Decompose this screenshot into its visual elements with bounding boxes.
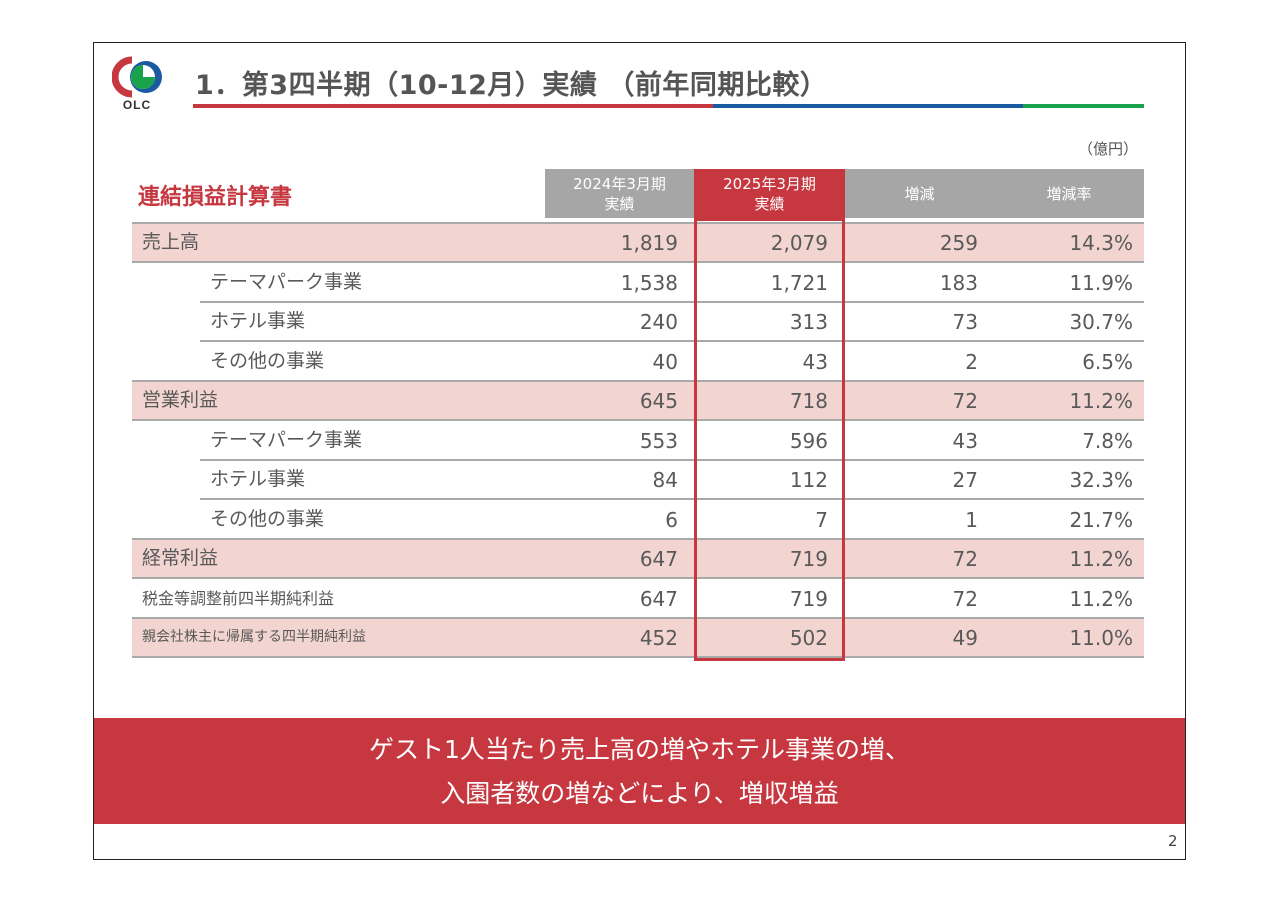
table-row-op-other: その他の事業 6 7 1 21.7% xyxy=(132,501,1144,540)
table-row-op-themepark: テーマパーク事業 553 596 43 7.8% xyxy=(200,422,1144,461)
cell-rate: 21.7% xyxy=(1069,508,1133,532)
row-label: その他の事業 xyxy=(210,508,325,530)
cell-diff: 2 xyxy=(965,350,978,374)
title-underline-blue xyxy=(713,104,1023,108)
cell-curr: 719 xyxy=(789,547,828,571)
cell-diff: 72 xyxy=(952,389,978,413)
cell-rate: 14.3% xyxy=(1069,231,1133,255)
banner-line-2: 入園者数の増などにより、増収増益 xyxy=(440,779,839,808)
table-row-sales-themepark: テーマパーク事業 1,538 1,721 183 11.9% xyxy=(200,264,1144,303)
section-title: 連結損益計算書 xyxy=(138,185,293,210)
cell-diff: 72 xyxy=(952,587,978,611)
cell-prev: 1,819 xyxy=(620,231,678,255)
header-rate: 増減率 xyxy=(994,169,1144,218)
row-label: 税金等調整前四半期純利益 xyxy=(142,589,335,608)
cell-prev: 1,538 xyxy=(620,271,678,295)
olc-logo-icon xyxy=(112,56,162,98)
unit-label: （億円） xyxy=(1078,140,1139,158)
row-label: テーマパーク事業 xyxy=(210,271,363,293)
cell-diff: 49 xyxy=(952,626,978,650)
cell-rate: 30.7% xyxy=(1069,310,1133,334)
cell-curr: 718 xyxy=(789,389,828,413)
cell-prev: 84 xyxy=(652,468,678,492)
cell-rate: 11.2% xyxy=(1069,587,1133,611)
row-label: その他の事業 xyxy=(210,350,325,372)
table-row-op-hotel: ホテル事業 84 112 27 32.3% xyxy=(200,461,1144,500)
cell-curr: 43 xyxy=(802,350,828,374)
cell-prev: 645 xyxy=(639,389,678,413)
cell-diff: 27 xyxy=(952,468,978,492)
row-label: ホテル事業 xyxy=(210,468,306,490)
cell-prev: 553 xyxy=(639,429,678,453)
table-row-operating-income: 営業利益 645 718 72 11.2% xyxy=(132,382,1144,421)
cell-diff: 183 xyxy=(939,271,978,295)
table-row-pretax-income: 税金等調整前四半期純利益 647 719 72 11.2% xyxy=(132,580,1144,619)
title-underline-green xyxy=(1023,104,1144,108)
header-rate-label: 増減率 xyxy=(1046,184,1092,203)
row-label: 経常利益 xyxy=(142,547,219,569)
cell-rate: 11.2% xyxy=(1069,389,1133,413)
cell-diff: 73 xyxy=(952,310,978,334)
cell-rate: 11.2% xyxy=(1069,547,1133,571)
cell-curr: 313 xyxy=(789,310,828,334)
table-row-ordinary-income: 経常利益 647 719 72 11.2% xyxy=(132,540,1144,579)
olc-logo xyxy=(112,56,168,116)
table-row-sales-other: その他の事業 40 43 2 6.5% xyxy=(132,343,1144,382)
cell-curr: 719 xyxy=(789,587,828,611)
row-label: 営業利益 xyxy=(142,389,219,411)
cell-curr: 2,079 xyxy=(770,231,828,255)
header-curr-year-line2: 実績 xyxy=(754,194,785,213)
header-diff: 増減 xyxy=(845,169,994,218)
logo-text: OLC xyxy=(122,98,152,112)
cell-curr: 1,721 xyxy=(770,271,828,295)
cell-curr: 112 xyxy=(789,468,828,492)
table-top-rule xyxy=(132,222,1144,224)
cell-rate: 32.3% xyxy=(1069,468,1133,492)
cell-prev: 240 xyxy=(639,310,678,334)
cell-curr: 7 xyxy=(815,508,828,532)
page-number: 2 xyxy=(1168,832,1178,850)
cell-rate: 6.5% xyxy=(1082,350,1133,374)
header-diff-label: 増減 xyxy=(904,184,935,203)
row-label: ホテル事業 xyxy=(210,310,306,332)
cell-diff: 43 xyxy=(952,429,978,453)
row-label: 親会社株主に帰属する四半期純利益 xyxy=(142,629,366,645)
cell-rate: 11.9% xyxy=(1069,271,1133,295)
table-row-sales: 売上高 1,819 2,079 259 14.3% xyxy=(132,224,1144,263)
header-prev-year-line1: 2024年3月期 xyxy=(573,174,666,193)
cell-prev: 452 xyxy=(639,626,678,650)
header-curr-year-line1: 2025年3月期 xyxy=(723,174,816,193)
cell-prev: 647 xyxy=(639,547,678,571)
header-prev-year: 2024年3月期 実績 xyxy=(545,169,694,218)
row-label: 売上高 xyxy=(142,231,200,253)
title-underline-red xyxy=(193,104,713,108)
summary-banner: ゲスト1人当たり売上高の増やホテル事業の増、 入園者数の増などにより、増収増益 xyxy=(94,718,1185,824)
cell-diff: 1 xyxy=(965,508,978,532)
page-title: 1．第3四半期（10-12月）実績 （前年同期比較） xyxy=(195,70,828,101)
cell-curr: 502 xyxy=(789,626,828,650)
cell-prev: 40 xyxy=(652,350,678,374)
cell-curr: 596 xyxy=(789,429,828,453)
table-row-net-income-parent: 親会社株主に帰属する四半期純利益 452 502 49 11.0% xyxy=(132,619,1144,658)
cell-diff: 259 xyxy=(939,231,978,255)
row-label: テーマパーク事業 xyxy=(210,429,363,451)
cell-prev: 6 xyxy=(665,508,678,532)
banner-line-1: ゲスト1人当たり売上高の増やホテル事業の増、 xyxy=(369,735,910,764)
header-prev-year-line2: 実績 xyxy=(604,194,635,213)
cell-rate: 11.0% xyxy=(1069,626,1133,650)
cell-diff: 72 xyxy=(952,547,978,571)
cell-rate: 7.8% xyxy=(1082,429,1133,453)
cell-prev: 647 xyxy=(639,587,678,611)
header-curr-year: 2025年3月期 実績 xyxy=(694,169,845,218)
table-row-sales-hotel: ホテル事業 240 313 73 30.7% xyxy=(200,303,1144,342)
